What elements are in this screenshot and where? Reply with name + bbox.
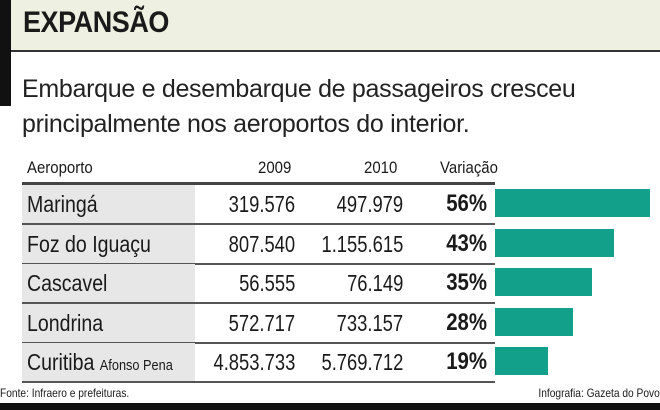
- value-2010: 76.149: [346, 270, 403, 296]
- table-row: Foz do Iguaçu 807.540 1.155.615 43%: [22, 224, 495, 265]
- value-2010: 497.979: [336, 191, 403, 217]
- variation-bar: [495, 268, 592, 296]
- value-2010: 5.769.712: [321, 349, 403, 375]
- value-2009: 319.576: [228, 191, 295, 217]
- airport-subname: Afonso Pena: [99, 357, 173, 374]
- subtitle: Embarque e desembarque de passageiros cr…: [22, 72, 576, 142]
- col-header-variation: Variação: [440, 158, 498, 177]
- airport-cell: Cascavel: [22, 264, 195, 302]
- airport-name: Maringá: [27, 191, 98, 217]
- col-header-2009: 2009: [258, 158, 292, 177]
- value-2009: 56.555: [238, 270, 295, 296]
- variation-bar: [495, 228, 615, 257]
- table-row: Londrina 572.717 733.157 28%: [22, 303, 495, 344]
- airport-cell: Foz do Iguaçu: [22, 224, 195, 263]
- table-row: Maringá 319.576 497.979 56%: [22, 185, 495, 225]
- table-row: Cascavel 56.555 76.149 35%: [22, 264, 495, 304]
- variation-label: 43%: [446, 229, 487, 257]
- value-2009: 572.717: [228, 309, 295, 336]
- airport-cell: Curitiba Afonso Pena: [22, 343, 195, 381]
- subtitle-line: principalmente nos aeroportos do interio…: [22, 110, 470, 138]
- variation-bar: [495, 347, 548, 375]
- subtitle-line: Embarque e desembarque de passageiros cr…: [22, 75, 576, 103]
- bottom-rule: [0, 403, 660, 410]
- variation-label: 56%: [446, 190, 487, 217]
- title: EXPANSÃO: [23, 6, 169, 39]
- airport-cell: Maringá: [22, 185, 195, 223]
- value-2009: 807.540: [228, 230, 295, 257]
- header: EXPANSÃO: [11, 0, 660, 52]
- header-divider: [22, 182, 495, 185]
- value-2010: 1.155.615: [321, 230, 403, 257]
- credit: Infografia: Gazeta do Povo: [538, 386, 660, 400]
- variation-label: 19%: [446, 348, 487, 375]
- table-row: Curitiba Afonso Pena 4.853.733 5.769.712…: [22, 343, 495, 383]
- col-header-2010: 2010: [364, 158, 398, 177]
- variation-bar: [495, 189, 651, 217]
- variation-label: 28%: [446, 308, 487, 336]
- value-2010: 733.157: [336, 309, 403, 336]
- airport-name: Londrina: [27, 309, 104, 336]
- airport-name: Curitiba: [27, 349, 95, 375]
- accent-bar: [0, 0, 11, 106]
- variation-bar: [495, 307, 573, 336]
- airport-name: Foz do Iguaçu: [27, 230, 151, 257]
- variation-label: 35%: [446, 269, 487, 296]
- col-header-airport: Aeroporto: [27, 158, 93, 177]
- source: Fonte: Infraero e prefeituras.: [0, 386, 130, 400]
- airport-cell: Londrina: [22, 303, 195, 342]
- value-2009: 4.853.733: [213, 349, 295, 375]
- airport-name: Cascavel: [27, 270, 108, 296]
